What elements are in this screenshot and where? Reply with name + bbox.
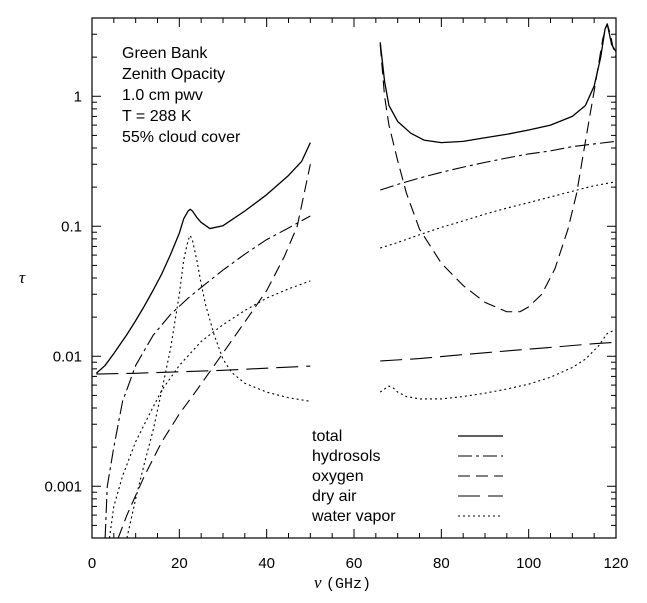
- plot-curves: [95, 23, 616, 538]
- x-axis-unit: (GHz): [326, 576, 371, 593]
- y-axis-label: τ: [19, 268, 26, 287]
- x-tick-label: 80: [433, 555, 450, 572]
- annotation-line: Green Bank: [122, 45, 208, 62]
- legend-label: oxygen: [312, 468, 364, 485]
- legend-label: hydrosols: [312, 448, 380, 465]
- annotation-line: Zenith Opacity: [122, 66, 225, 83]
- legend-label: total: [312, 428, 342, 445]
- legend-label: dry air: [312, 488, 357, 505]
- x-tick-label: 100: [516, 555, 541, 572]
- series-line-total: [379, 23, 616, 144]
- series-line-oxygen: [379, 23, 616, 313]
- x-tick-label: 0: [88, 555, 96, 572]
- legend: total hydrosols oxygen dry air water vap…: [311, 428, 503, 525]
- series-line-hydrosols: [104, 215, 311, 538]
- series-line-water-vapor: [126, 234, 311, 538]
- series-line-unlabeled: [380, 181, 616, 249]
- x-tick-label: 20: [171, 555, 188, 572]
- annotation-block: Green Bank Zenith Opacity 1.0 cm pwv T =…: [122, 45, 241, 146]
- annotation-line: T = 288 K: [122, 108, 192, 125]
- x-axis-symbol: ν: [314, 573, 322, 592]
- y-tick-label: 0.01: [53, 348, 82, 365]
- series-line-dry-air: [380, 341, 616, 362]
- series-line-hydrosols: [380, 140, 616, 191]
- series-line-total: [95, 142, 311, 374]
- series-line-dry-air: [96, 365, 311, 375]
- legend-label: water vapor: [311, 508, 396, 525]
- x-tick-label: 120: [603, 555, 628, 572]
- axis-ticks: 0 20 40 60 80 100 120 0.001 0.01 0.1 1: [44, 17, 629, 572]
- series-line-water-vapor: [379, 329, 616, 400]
- x-tick-label: 60: [346, 555, 363, 572]
- series-line-oxygen: [117, 164, 311, 538]
- y-tick-label: 0.1: [61, 218, 82, 235]
- annotation-line: 1.0 cm pwv: [122, 87, 203, 104]
- y-tick-label: 1: [74, 88, 82, 105]
- x-tick-label: 40: [258, 555, 275, 572]
- y-tick-label: 0.001: [44, 478, 82, 495]
- annotation-line: 55% cloud cover: [122, 129, 241, 146]
